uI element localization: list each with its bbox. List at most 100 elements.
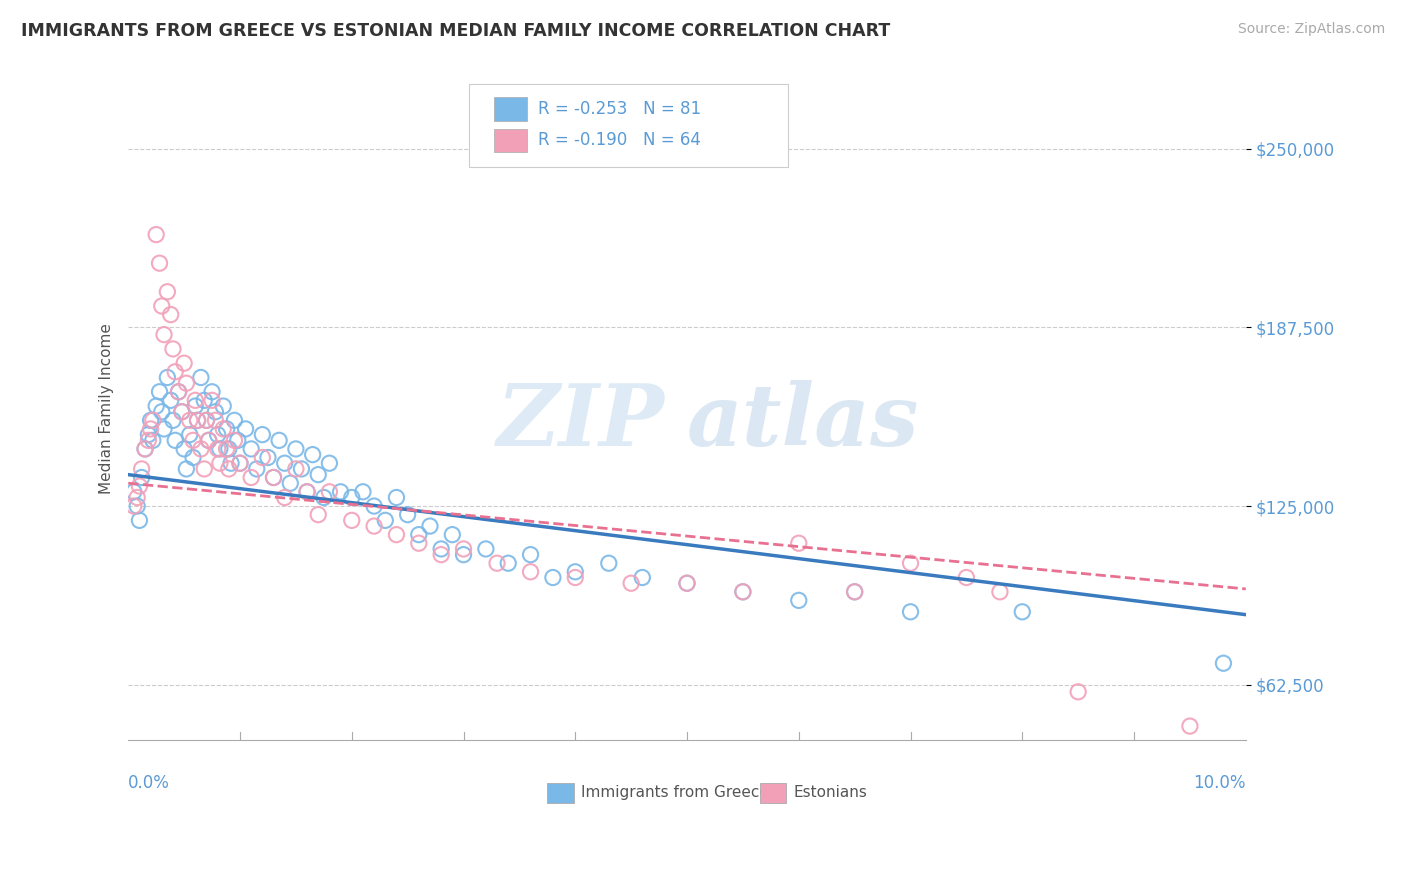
Text: R = -0.253   N = 81: R = -0.253 N = 81 (538, 100, 702, 118)
Point (352, 484, 374, 499)
Point (186, 413, 208, 427)
Point (138, 434, 160, 448)
Point (218, 442, 240, 456)
Point (676, 576, 699, 591)
Point (252, 427, 274, 442)
Point (1212, 657, 1234, 671)
Point (318, 456, 340, 470)
Point (273, 456, 295, 470)
Point (363, 519, 385, 533)
Point (176, 376, 198, 391)
Point (138, 427, 160, 442)
Point (139, 422, 162, 436)
Point (165, 434, 187, 448)
Point (419, 519, 441, 533)
Point (430, 541, 453, 556)
Point (453, 541, 475, 556)
Text: R = -0.190   N = 64: R = -0.190 N = 64 (538, 131, 702, 150)
Point (598, 556, 620, 570)
Point (284, 462, 307, 476)
Point (263, 470, 285, 484)
Point (219, 456, 242, 470)
Point (631, 570, 654, 584)
Text: IMMIGRANTS FROM GREECE VS ESTONIAN MEDIAN FAMILY INCOME CORRELATION CHART: IMMIGRANTS FROM GREECE VS ESTONIAN MEDIA… (21, 22, 890, 40)
Point (408, 536, 430, 550)
Point (564, 570, 586, 584)
Point (176, 462, 198, 476)
Point (787, 593, 810, 607)
Point (215, 442, 238, 456)
Point (156, 370, 179, 384)
Point (197, 434, 219, 448)
Point (184, 399, 207, 413)
Point (564, 565, 586, 579)
Point (486, 556, 509, 570)
Point (329, 484, 352, 499)
Point (900, 605, 922, 619)
Point (156, 285, 179, 299)
Point (246, 462, 269, 476)
Point (153, 327, 176, 342)
Point (340, 491, 363, 505)
Text: Immigrants from Greece: Immigrants from Greece (581, 785, 769, 799)
Point (787, 536, 810, 550)
FancyBboxPatch shape (547, 783, 574, 804)
Point (955, 570, 977, 584)
Point (142, 434, 165, 448)
Point (731, 584, 754, 599)
Text: 10.0%: 10.0% (1194, 773, 1246, 791)
Point (134, 442, 156, 456)
Point (212, 422, 235, 436)
Point (201, 384, 224, 399)
Point (363, 499, 385, 513)
Point (207, 442, 229, 456)
Point (226, 434, 249, 448)
Point (430, 548, 453, 562)
Point (179, 427, 201, 442)
Point (900, 556, 922, 570)
Point (408, 527, 430, 541)
Point (224, 413, 246, 427)
Point (128, 513, 150, 527)
Point (173, 442, 195, 456)
Point (676, 576, 699, 591)
Point (240, 442, 263, 456)
Point (278, 476, 301, 491)
Point (165, 365, 187, 379)
Point (190, 442, 212, 456)
Point (496, 556, 519, 570)
Point (201, 393, 224, 408)
Point (153, 422, 176, 436)
Point (207, 427, 229, 442)
FancyBboxPatch shape (470, 84, 787, 167)
Point (235, 422, 257, 436)
Point (229, 456, 252, 470)
Point (269, 434, 291, 448)
Point (519, 548, 541, 562)
Point (127, 491, 149, 505)
Point (159, 393, 181, 408)
Point (159, 308, 181, 322)
Point (131, 470, 153, 484)
Point (441, 527, 464, 541)
Point (385, 491, 408, 505)
Point (186, 413, 208, 427)
Point (257, 450, 280, 465)
Point (340, 513, 363, 527)
Point (193, 393, 215, 408)
Point (229, 456, 252, 470)
Point (1011, 605, 1033, 619)
Point (396, 508, 419, 522)
Point (181, 434, 204, 448)
Point (150, 405, 173, 419)
Point (170, 405, 193, 419)
Point (122, 499, 145, 513)
Point (162, 342, 184, 356)
Point (312, 491, 335, 505)
Point (307, 508, 329, 522)
Text: atlas: atlas (688, 380, 920, 464)
Point (195, 413, 218, 427)
Point (128, 479, 150, 493)
Point (212, 399, 235, 413)
Point (204, 405, 226, 419)
